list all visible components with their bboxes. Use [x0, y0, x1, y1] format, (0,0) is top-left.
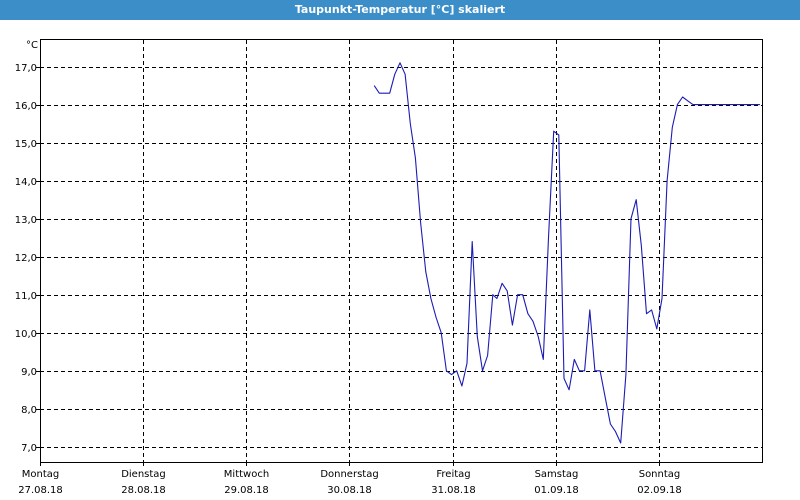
x-tick-day-label: Mittwoch [224, 469, 269, 480]
y-tick-label: 7,0 [21, 443, 37, 454]
window-title-bar: Taupunkt-Temperatur [°C] skaliert [0, 0, 800, 20]
y-tick-label: 12,0 [15, 253, 37, 264]
y-tick-label: 15,0 [15, 139, 37, 150]
y-tick-label: 13,0 [15, 215, 37, 226]
plot-frame [40, 39, 763, 463]
x-tick-date-label: 31.08.18 [431, 485, 476, 496]
y-tick-label: 9,0 [21, 367, 37, 378]
y-tick-label: 14,0 [15, 177, 37, 188]
x-tick-date-label: 29.08.18 [224, 485, 269, 496]
y-axis: °C 7,0 8,0 9,0 10,0 11,0 12,0 13,0 14,0 15,0 16,0… [15, 40, 40, 454]
y-tick-label: 17,0 [15, 63, 37, 74]
window-title: Taupunkt-Temperatur [°C] skaliert [294, 3, 506, 16]
x-tick-date-label: 02.09.18 [637, 485, 682, 496]
x-tick-day-label: Donnerstag [320, 469, 378, 480]
series-layer [373, 62, 760, 444]
dewpoint-series-line [373, 62, 760, 444]
x-tick-day-label: Freitag [436, 469, 470, 480]
x-tick-day-label: Samstag [535, 469, 579, 480]
x-tick-date-label: 28.08.18 [121, 485, 166, 496]
y-tick-label: 10,0 [15, 329, 37, 340]
y-tick-label: 16,0 [15, 101, 37, 112]
x-tick-date-label: 01.09.18 [534, 485, 579, 496]
x-tick-date-label: 30.08.18 [327, 485, 372, 496]
y-tick-label: 8,0 [21, 405, 37, 416]
x-tick-date-label: 27.08.18 [18, 485, 63, 496]
y-tick-label: 11,0 [15, 291, 37, 302]
x-axis: Montag 27.08.18 Dienstag 28.08.18 Mittwoch 29… [18, 462, 682, 496]
grid-layer [40, 40, 762, 462]
y-axis-unit-label: °C [26, 40, 38, 51]
x-tick-day-label: Sonntag [639, 469, 681, 480]
x-tick-day-label: Dienstag [121, 469, 166, 480]
x-tick-day-label: Montag [22, 469, 59, 480]
